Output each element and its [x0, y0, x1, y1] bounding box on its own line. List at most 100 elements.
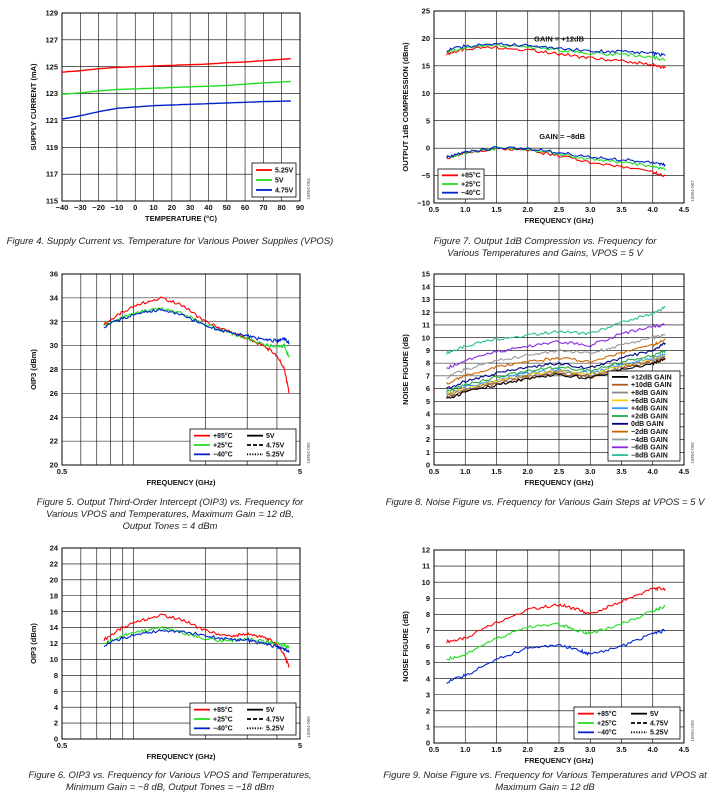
fig8-xtick-label: 3.5 [616, 467, 626, 476]
fig6-ytick-label: 24 [50, 544, 59, 553]
fig5-ytick-label: 30 [50, 341, 58, 350]
fig9-ytick-label: 2 [426, 706, 430, 715]
fig8-legend-label: +2dB GAIN [631, 413, 668, 420]
fig9-ytick-label: 12 [422, 546, 430, 555]
fig9-xlabel: FREQUENCY (GHz) [524, 756, 594, 765]
fig5-series-line [103, 296, 290, 394]
chart-fig8: 0.5 1.0 1.5 2.0 2.5 3.0 3.5 4.0 4.5 0 1 2 3 4 5 6 7 8 9 10 1… [372, 264, 718, 492]
fig5-ytick-label: 34 [50, 293, 59, 302]
fig7-series-line [446, 146, 666, 171]
fig8-ytick-label: 10 [422, 333, 430, 342]
fig8-series-line [446, 333, 666, 379]
fig4-xlabel: TEMPERATURE (°C) [145, 214, 218, 223]
fig4-xtick-label: 20 [168, 203, 176, 212]
fig6-legend-label: 5V [266, 707, 275, 714]
fig9-ytick-label: 0 [426, 739, 430, 748]
fig6-ytick-label: 16 [50, 607, 58, 616]
fig7-xtick-label: 4.5 [679, 205, 689, 214]
fig7-series-line [446, 42, 666, 58]
fig6-legend-label: 5.25V [266, 726, 285, 733]
fig7-ytick-label: −10 [417, 199, 430, 208]
fig8-legend-label: −8dB GAIN [631, 452, 668, 459]
fig9-ytick-label: 8 [426, 610, 430, 619]
fig5-ylabel: OIP3 (dBm) [29, 349, 38, 390]
fig5-legend: +85°C 5V +25°C 4.75V −40°C 5.25V [189, 428, 297, 462]
fig8-ytick-label: 6 [426, 384, 430, 393]
fig6-file-id: 16804-006 [306, 716, 311, 738]
fig6-series-line [103, 628, 290, 653]
chart-fig4-svg: −40 −30 −20 −10 0 10 20 30 40 50 60 70 80 90 115 117 119… [29, 9, 311, 223]
fig6-ytick-label: 0 [54, 735, 58, 744]
fig4-xtick-label: 70 [259, 203, 267, 212]
fig8-series-line [446, 323, 666, 370]
fig4-grid [61, 12, 301, 202]
fig6-legend-label: +85°C [213, 706, 233, 714]
fig5-xtick-label: 5 [298, 467, 302, 476]
fig8-ytick-label: 13 [422, 295, 430, 304]
fig4-legend-label: 5.25V [275, 167, 294, 174]
fig6-ytick-label: 10 [50, 655, 58, 664]
fig5-legend-box [189, 428, 297, 462]
fig9-file-id: 16804-009 [690, 720, 695, 742]
fig8-xlabel: FREQUENCY (GHz) [524, 478, 594, 487]
fig4-xtick-label: 90 [296, 203, 304, 212]
chart-fig5: 0.5 5 20 22 24 26 28 30 32 34 36 FREQUENCY (GHz) OIP… [0, 264, 340, 492]
fig9-xtick-label: 4.0 [648, 745, 658, 754]
caption-fig4: Figure 4. Supply Current vs. Temperature… [6, 236, 334, 247]
fig6-legend-label: 4.75V [266, 716, 285, 723]
fig4-ytick-label: 125 [45, 62, 58, 71]
fig7-annotation: GAIN = −8dB [539, 132, 585, 141]
fig5-series-group [103, 296, 290, 394]
fig7-series-line [446, 146, 666, 177]
fig5-file-id: 16804-005 [306, 442, 311, 464]
caption-fig6: Figure 6. OIP3 vs. Frequency for Various… [28, 770, 312, 793]
fig9-frame [433, 549, 685, 744]
fig8-legend-label: −4dB GAIN [631, 437, 668, 444]
fig9-ytick-label: 5 [426, 658, 430, 667]
fig6-xtick-label: 0.5 [57, 741, 67, 750]
fig6-legend: +85°C 5V +25°C 4.75V −40°C 5.25V [189, 702, 297, 736]
fig5-legend-label: +85°C [213, 432, 233, 440]
fig9-ytick-label: 6 [426, 642, 430, 651]
fig8-frame [433, 273, 685, 466]
fig5-series-line [103, 307, 290, 345]
fig7-xtick-label: 3.0 [585, 205, 595, 214]
chart-fig6: 0.5 5 0 2 4 6 8 10 12 14 16 18 20 22 24 FREQUENCY (GHz)… [0, 538, 340, 766]
fig9-xtick-label: 3.0 [585, 745, 595, 754]
fig7-ytick-label: 10 [422, 89, 430, 98]
fig9-ytick-label: 7 [426, 626, 430, 635]
fig4-ytick-label: 123 [45, 89, 58, 98]
fig8-xtick-label: 1.5 [491, 467, 501, 476]
fig5-grid [61, 273, 301, 466]
fig6-legend-label: +25°C [213, 715, 233, 723]
fig8-xtick-label: 2.5 [554, 467, 564, 476]
fig7-legend-label: −40°C [461, 189, 481, 197]
caption-fig7: Figure 7. Output 1dB Compression vs. Fre… [433, 236, 657, 259]
fig8-legend-label: +12dB GAIN [631, 374, 672, 381]
fig4-frame [61, 12, 301, 202]
fig9-xtick-label: 4.5 [679, 745, 689, 754]
fig7-series-group [445, 42, 666, 177]
fig6-ytick-label: 14 [50, 623, 59, 632]
fig4-ytick-label: 127 [45, 35, 58, 44]
fig4-xtick-label: −40 [56, 203, 69, 212]
fig5-ytick-label: 26 [50, 389, 58, 398]
fig9-series-line [445, 586, 666, 644]
fig6-ytick-label: 8 [54, 671, 58, 680]
fig8-ytick-label: 2 [426, 435, 430, 444]
fig5-ytick-label: 36 [50, 270, 58, 279]
fig7-ytick-label: 5 [426, 116, 430, 125]
fig4-series-line [61, 100, 291, 120]
fig9-ytick-label: 4 [426, 674, 431, 683]
fig9-series-group [445, 586, 666, 684]
fig7-file-id: 16804-007 [690, 180, 695, 202]
fig4-xtick-label: 0 [133, 203, 137, 212]
fig7-xtick-label: 1.5 [491, 205, 501, 214]
fig7-xlabel: FREQUENCY (GHz) [524, 216, 594, 225]
fig8-ytick-label: 4 [426, 410, 431, 419]
fig7-xtick-label: 0.5 [429, 205, 439, 214]
fig8-series-line [446, 352, 666, 394]
fig8-ytick-label: 5 [426, 397, 430, 406]
fig6-xlabel: FREQUENCY (GHz) [146, 752, 216, 761]
